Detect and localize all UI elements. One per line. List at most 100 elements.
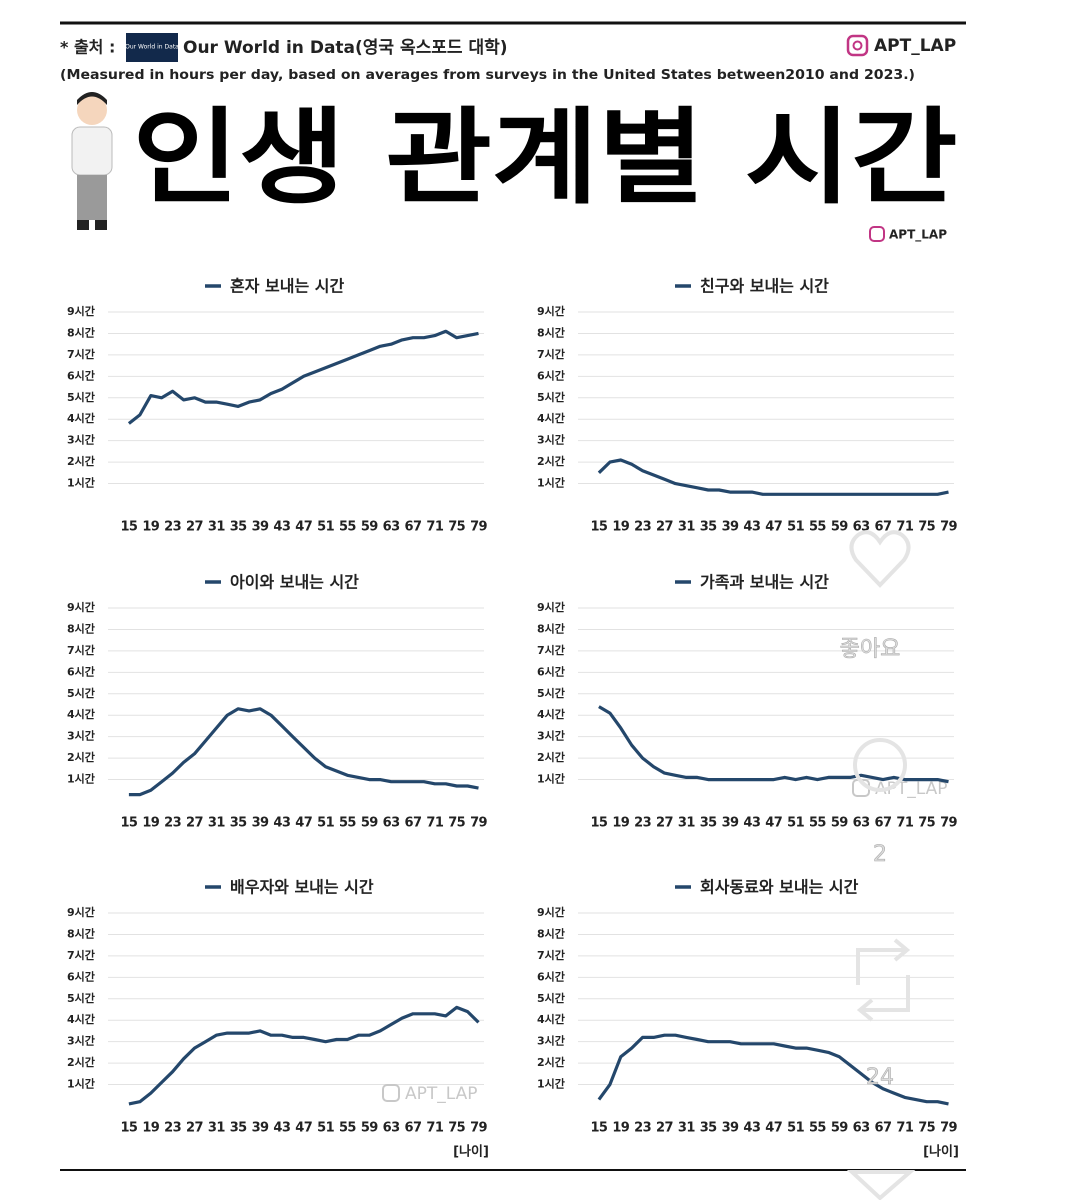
x-tick-label: 31 — [678, 520, 695, 535]
y-tick-label: 5시간 — [537, 686, 565, 700]
x-tick-label: 75 — [918, 1121, 935, 1136]
chart-title: 혼자 보내는 시간 — [230, 277, 344, 296]
y-tick-label: 8시간 — [537, 325, 565, 339]
x-tick-label: 19 — [612, 520, 629, 535]
x-tick-label: 71 — [896, 816, 913, 831]
x-tick-label: 63 — [383, 520, 400, 535]
comment-count: 2 — [873, 842, 887, 867]
x-tick-label: 27 — [186, 520, 203, 535]
share-icon[interactable] — [846, 1170, 916, 1200]
note: (Measured in hours per day, based on ave… — [60, 67, 915, 83]
data-line — [128, 1005, 480, 1106]
y-tick-label: 6시간 — [537, 664, 565, 678]
x-tick-label: 27 — [656, 1121, 673, 1136]
x-tick-label: 47 — [295, 1121, 312, 1136]
x-tick-label: 15 — [120, 520, 137, 535]
chart-title: 배우자와 보내는 시간 — [230, 878, 374, 897]
x-tick-label: 31 — [678, 1121, 695, 1136]
charts: 혼자 보내는 시간 1시간 2시간 3시간 4시간 5시간 6시간 7시간 8시간 9시간 15 19… — [67, 277, 959, 1160]
x-tick-label: 27 — [186, 1121, 203, 1136]
x-tick-label: 23 — [634, 1121, 651, 1136]
x-tick-label: 43 — [273, 520, 290, 535]
y-tick-label: 6시간 — [67, 664, 95, 678]
x-tick-label: 15 — [120, 816, 137, 831]
logo-text: Our World in Data — [125, 44, 179, 51]
y-tick-label: 8시간 — [67, 621, 95, 635]
y-tick-label: 3시간 — [537, 1034, 565, 1048]
x-tick-label: 51 — [787, 816, 804, 831]
x-tick-label: 59 — [831, 1121, 848, 1136]
x-tick-label: 75 — [918, 816, 935, 831]
x-tick-label: 43 — [743, 520, 760, 535]
chart: 회사동료와 보내는 시간 1시간 2시간 3시간 4시간 5시간 6시간 7시간 8시간 9시간 1… — [537, 878, 959, 1160]
x-tick-label: 79 — [470, 1121, 487, 1136]
x-tick-label: 55 — [809, 520, 826, 535]
x-tick-label: 23 — [164, 1121, 181, 1136]
x-tick-label: 23 — [634, 816, 651, 831]
y-tick-label: 2시간 — [537, 454, 565, 468]
x-tick-label: 79 — [940, 520, 957, 535]
y-tick-label: 1시간 — [537, 1077, 565, 1091]
comment-icon[interactable] — [853, 738, 907, 792]
x-tick-label: 55 — [339, 1121, 356, 1136]
y-tick-label: 8시간 — [537, 926, 565, 940]
source-label: * 출처 : — [60, 38, 115, 57]
data-line — [127, 329, 479, 425]
chart: 가족과 보내는 시간 1시간 2시간 3시간 4시간 5시간 6시간 7시간 8시간 9시간 15 1… — [537, 573, 958, 831]
x-tick-label: 63 — [853, 816, 870, 831]
y-tick-label: 1시간 — [67, 476, 95, 490]
y-tick-label: 1시간 — [537, 772, 565, 786]
x-tick-label: 35 — [230, 816, 247, 831]
overlay: 좋아요 2 24 — [839, 530, 916, 1200]
instagram-icon-lens — [852, 40, 863, 51]
y-tick-label: 7시간 — [67, 643, 95, 657]
y-tick-label: 2시간 — [67, 454, 95, 468]
y-tick-label: 9시간 — [537, 905, 565, 919]
x-tick-label: 15 — [590, 1121, 607, 1136]
y-tick-label: 5시간 — [67, 390, 95, 404]
x-tick-label: 75 — [448, 816, 465, 831]
handle2: APT_LAP — [889, 228, 947, 243]
x-tick-label: 59 — [831, 816, 848, 831]
x-tick-label: 63 — [383, 816, 400, 831]
x-tick-label: 67 — [875, 520, 892, 535]
y-tick-label: 5시간 — [537, 390, 565, 404]
x-tick-label: 71 — [426, 1121, 443, 1136]
x-tick-label: 51 — [317, 816, 334, 831]
x-tick-label: 55 — [809, 1121, 826, 1136]
x-tick-label: 47 — [765, 520, 782, 535]
x-tick-label: 75 — [448, 520, 465, 535]
y-tick-label: 8시간 — [537, 621, 565, 635]
x-tick-label: 79 — [470, 816, 487, 831]
like-label[interactable]: 좋아요 — [839, 637, 901, 663]
y-tick-label: 4시간 — [537, 411, 565, 425]
y-tick-label: 4시간 — [67, 707, 95, 721]
chart-title: 가족과 보내는 시간 — [700, 573, 829, 592]
y-tick-label: 7시간 — [537, 948, 565, 962]
repost-icon[interactable] — [856, 938, 911, 1022]
x-tick-label: 67 — [405, 1121, 422, 1136]
x-tick-label: 59 — [831, 520, 848, 535]
x-tick-label: 67 — [875, 1121, 892, 1136]
x-tick-label: 55 — [339, 520, 356, 535]
x-tick-label: 23 — [164, 520, 181, 535]
y-tick-label: 8시간 — [67, 325, 95, 339]
chart-title: 아이와 보내는 시간 — [230, 573, 359, 592]
y-tick-label: 9시간 — [67, 304, 95, 318]
y-tick-label: 6시간 — [537, 368, 565, 382]
x-tick-label: 47 — [295, 520, 312, 535]
x-tick-label: 63 — [853, 1121, 870, 1136]
x-tick-label: 19 — [612, 1121, 629, 1136]
y-tick-label: 4시간 — [67, 1012, 95, 1026]
y-tick-label: 3시간 — [537, 729, 565, 743]
x-tick-label: 27 — [656, 520, 673, 535]
like-icon[interactable] — [849, 530, 911, 588]
y-tick-label: 2시간 — [537, 750, 565, 764]
y-tick-label: 9시간 — [67, 905, 95, 919]
y-tick-label: 9시간 — [537, 304, 565, 318]
x-tick-label: 31 — [208, 520, 225, 535]
x-tick-label: 55 — [339, 816, 356, 831]
y-tick-label: 9시간 — [67, 600, 95, 614]
